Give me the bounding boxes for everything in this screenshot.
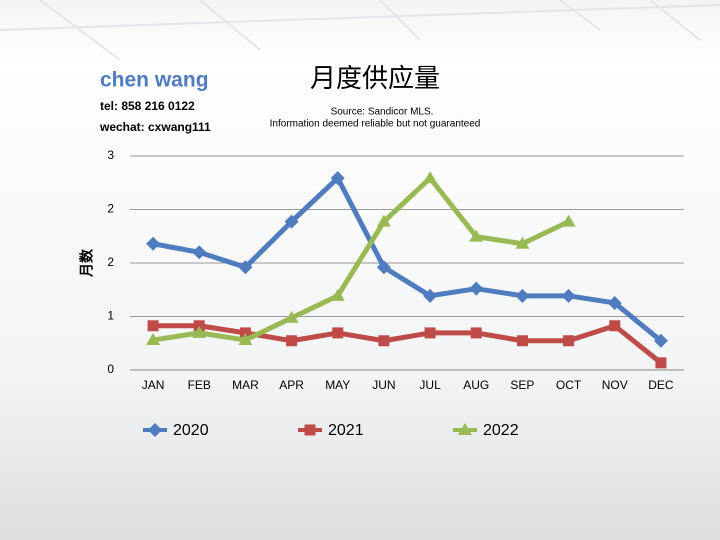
data-point [239, 327, 251, 339]
contact-wechat: wechat: cxwang111 [99, 120, 211, 134]
data-point [423, 171, 438, 184]
x-tick-label: MAR [232, 378, 259, 392]
data-point [609, 320, 621, 332]
x-tick-label: JUL [419, 378, 441, 392]
x-tick-label: AUG [463, 378, 489, 392]
subtitle: Information deemed reliable but not guar… [270, 119, 481, 130]
legend-label: 2021 [328, 422, 364, 439]
legend-marker [458, 423, 472, 435]
data-point [238, 333, 253, 346]
decor [0, 0, 720, 61]
x-tick-label: OCT [556, 378, 582, 392]
series-line [152, 175, 570, 343]
data-point [516, 335, 528, 347]
y-tick-label: 1 [107, 309, 114, 323]
series-line [153, 323, 663, 365]
data-point [607, 295, 622, 310]
data-point [192, 245, 207, 260]
data-point [561, 288, 576, 303]
data-point [653, 333, 668, 348]
data-point [469, 229, 484, 242]
data-point [655, 357, 667, 369]
data-point [284, 310, 299, 323]
data-point [378, 335, 390, 347]
x-tick-label: APR [279, 378, 304, 392]
x-tick-label: JAN [142, 378, 165, 392]
data-point [330, 288, 345, 301]
legend-marker [304, 424, 316, 436]
x-tick-label: DEC [648, 378, 674, 392]
contact-tel: tel: 858 216 0122 [100, 99, 195, 113]
y-axis-label: 月数 [79, 248, 95, 278]
data-point [146, 333, 161, 346]
data-point [376, 260, 391, 275]
data-point [515, 288, 530, 303]
subtitle: Source: Sandicor MLS. [331, 107, 434, 118]
legend-label: 2020 [173, 422, 209, 439]
data-point [330, 171, 345, 186]
legend-label: 2022 [483, 422, 519, 439]
data-point [284, 214, 299, 229]
data-point [424, 327, 436, 339]
y-tick-label: 0 [107, 362, 114, 376]
x-tick-label: SEP [510, 378, 534, 392]
data-point [423, 288, 438, 303]
chart-title: 月度供应量 [310, 63, 440, 93]
x-tick-label: JUN [372, 378, 395, 392]
legend-marker [148, 423, 162, 437]
x-tick-label: FEB [188, 378, 211, 392]
y-tick-label: 2 [107, 255, 114, 269]
data-point [146, 236, 161, 251]
data-point [286, 335, 298, 347]
data-point [515, 236, 530, 249]
data-point [470, 327, 482, 339]
data-point [192, 325, 207, 338]
data-point [193, 320, 205, 332]
data-point [238, 260, 253, 275]
data-point [563, 335, 575, 347]
data-point [469, 281, 484, 296]
contact-name: chen wang [100, 69, 209, 92]
x-tick-label: MAY [325, 378, 350, 392]
y-tick-label: 3 [107, 148, 114, 162]
y-tick-label: 2 [107, 202, 114, 216]
data-point [561, 214, 576, 227]
data-point [147, 320, 159, 332]
data-point [376, 214, 391, 227]
series-line [152, 175, 663, 343]
data-point [332, 327, 344, 339]
x-tick-label: NOV [602, 378, 628, 392]
